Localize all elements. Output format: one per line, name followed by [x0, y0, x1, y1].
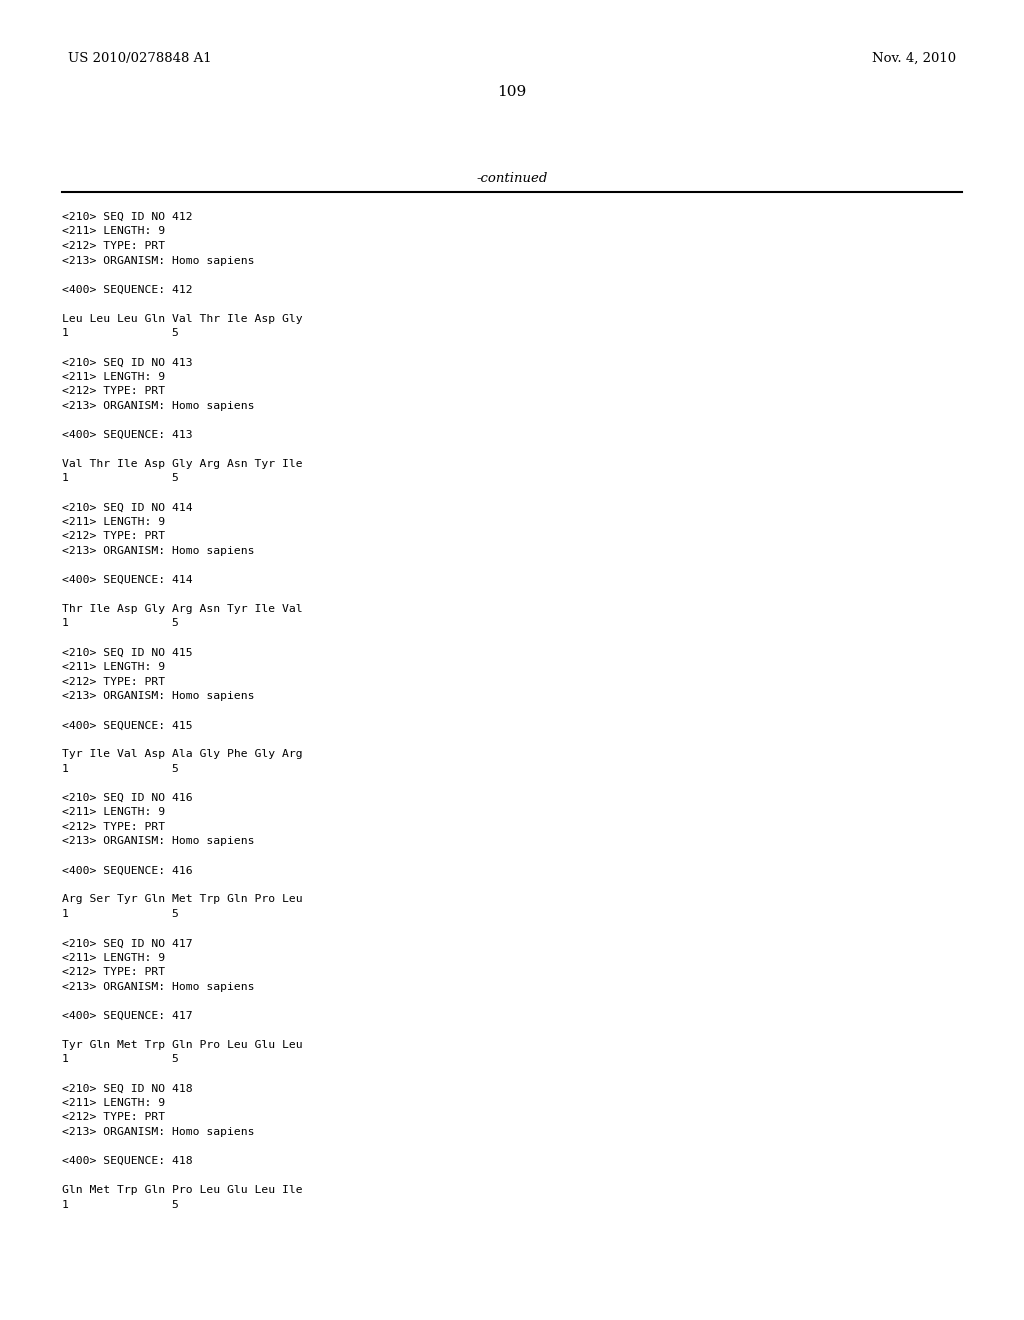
Text: <212> TYPE: PRT: <212> TYPE: PRT	[62, 677, 165, 686]
Text: Thr Ile Asp Gly Arg Asn Tyr Ile Val: Thr Ile Asp Gly Arg Asn Tyr Ile Val	[62, 605, 303, 614]
Text: <210> SEQ ID NO 417: <210> SEQ ID NO 417	[62, 939, 193, 948]
Text: 1               5: 1 5	[62, 474, 179, 483]
Text: <212> TYPE: PRT: <212> TYPE: PRT	[62, 532, 165, 541]
Text: 1               5: 1 5	[62, 764, 179, 774]
Text: Leu Leu Leu Gln Val Thr Ile Asp Gly: Leu Leu Leu Gln Val Thr Ile Asp Gly	[62, 314, 303, 323]
Text: Val Thr Ile Asp Gly Arg Asn Tyr Ile: Val Thr Ile Asp Gly Arg Asn Tyr Ile	[62, 459, 303, 469]
Text: <213> ORGANISM: Homo sapiens: <213> ORGANISM: Homo sapiens	[62, 692, 255, 701]
Text: -continued: -continued	[476, 172, 548, 185]
Text: <211> LENGTH: 9: <211> LENGTH: 9	[62, 953, 165, 962]
Text: <213> ORGANISM: Homo sapiens: <213> ORGANISM: Homo sapiens	[62, 982, 255, 991]
Text: <212> TYPE: PRT: <212> TYPE: PRT	[62, 387, 165, 396]
Text: Nov. 4, 2010: Nov. 4, 2010	[871, 51, 956, 65]
Text: <400> SEQUENCE: 415: <400> SEQUENCE: 415	[62, 721, 193, 730]
Text: <211> LENGTH: 9: <211> LENGTH: 9	[62, 1098, 165, 1107]
Text: <400> SEQUENCE: 414: <400> SEQUENCE: 414	[62, 576, 193, 585]
Text: 1               5: 1 5	[62, 1200, 179, 1209]
Text: <400> SEQUENCE: 412: <400> SEQUENCE: 412	[62, 285, 193, 294]
Text: US 2010/0278848 A1: US 2010/0278848 A1	[68, 51, 212, 65]
Text: <211> LENGTH: 9: <211> LENGTH: 9	[62, 372, 165, 381]
Text: <400> SEQUENCE: 416: <400> SEQUENCE: 416	[62, 866, 193, 875]
Text: <211> LENGTH: 9: <211> LENGTH: 9	[62, 663, 165, 672]
Text: <400> SEQUENCE: 413: <400> SEQUENCE: 413	[62, 430, 193, 440]
Text: <213> ORGANISM: Homo sapiens: <213> ORGANISM: Homo sapiens	[62, 546, 255, 556]
Text: <213> ORGANISM: Homo sapiens: <213> ORGANISM: Homo sapiens	[62, 837, 255, 846]
Text: <211> LENGTH: 9: <211> LENGTH: 9	[62, 808, 165, 817]
Text: <213> ORGANISM: Homo sapiens: <213> ORGANISM: Homo sapiens	[62, 401, 255, 411]
Text: 1               5: 1 5	[62, 1055, 179, 1064]
Text: <212> TYPE: PRT: <212> TYPE: PRT	[62, 242, 165, 251]
Text: <210> SEQ ID NO 414: <210> SEQ ID NO 414	[62, 503, 193, 512]
Text: 109: 109	[498, 84, 526, 99]
Text: <400> SEQUENCE: 418: <400> SEQUENCE: 418	[62, 1156, 193, 1166]
Text: <211> LENGTH: 9: <211> LENGTH: 9	[62, 227, 165, 236]
Text: Tyr Ile Val Asp Ala Gly Phe Gly Arg: Tyr Ile Val Asp Ala Gly Phe Gly Arg	[62, 750, 303, 759]
Text: <212> TYPE: PRT: <212> TYPE: PRT	[62, 1113, 165, 1122]
Text: Gln Met Trp Gln Pro Leu Glu Leu Ile: Gln Met Trp Gln Pro Leu Glu Leu Ile	[62, 1185, 303, 1195]
Text: Tyr Gln Met Trp Gln Pro Leu Glu Leu: Tyr Gln Met Trp Gln Pro Leu Glu Leu	[62, 1040, 303, 1049]
Text: <400> SEQUENCE: 417: <400> SEQUENCE: 417	[62, 1011, 193, 1020]
Text: 1               5: 1 5	[62, 327, 179, 338]
Text: Arg Ser Tyr Gln Met Trp Gln Pro Leu: Arg Ser Tyr Gln Met Trp Gln Pro Leu	[62, 895, 303, 904]
Text: <210> SEQ ID NO 416: <210> SEQ ID NO 416	[62, 793, 193, 803]
Text: <213> ORGANISM: Homo sapiens: <213> ORGANISM: Homo sapiens	[62, 256, 255, 265]
Text: 1               5: 1 5	[62, 619, 179, 628]
Text: <210> SEQ ID NO 415: <210> SEQ ID NO 415	[62, 648, 193, 657]
Text: <212> TYPE: PRT: <212> TYPE: PRT	[62, 822, 165, 832]
Text: <210> SEQ ID NO 418: <210> SEQ ID NO 418	[62, 1084, 193, 1093]
Text: <210> SEQ ID NO 412: <210> SEQ ID NO 412	[62, 213, 193, 222]
Text: <212> TYPE: PRT: <212> TYPE: PRT	[62, 968, 165, 977]
Text: <213> ORGANISM: Homo sapiens: <213> ORGANISM: Homo sapiens	[62, 1127, 255, 1137]
Text: 1               5: 1 5	[62, 909, 179, 919]
Text: <211> LENGTH: 9: <211> LENGTH: 9	[62, 517, 165, 527]
Text: <210> SEQ ID NO 413: <210> SEQ ID NO 413	[62, 358, 193, 367]
